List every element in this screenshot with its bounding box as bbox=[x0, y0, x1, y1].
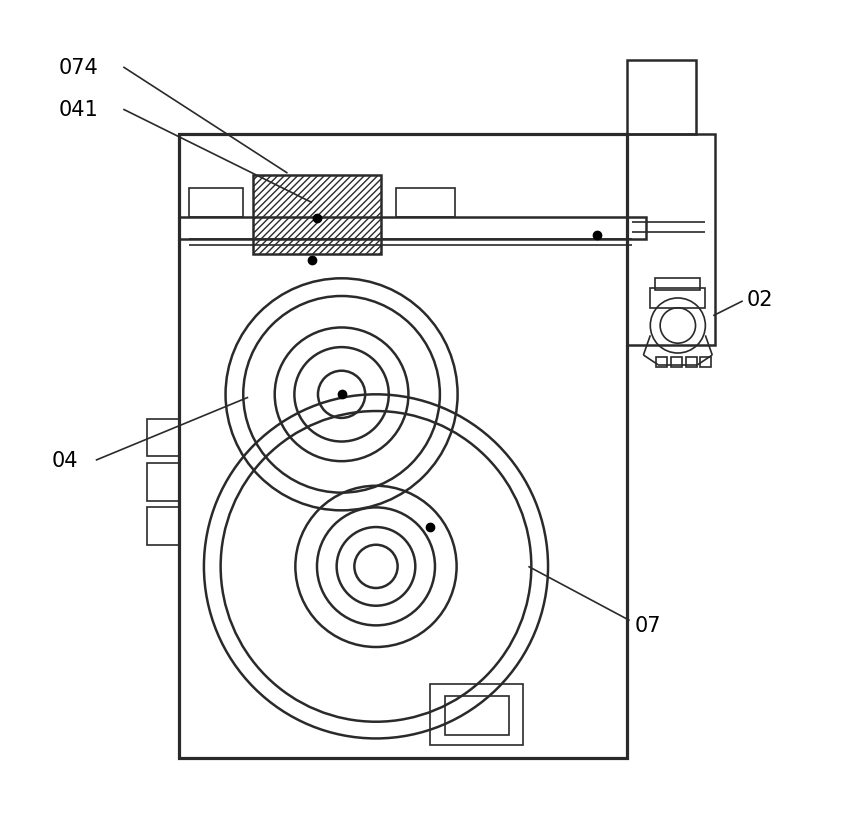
Bar bbox=[179, 218, 647, 240]
Bar bbox=[650, 289, 706, 308]
Bar bbox=[147, 419, 179, 457]
Bar bbox=[147, 464, 179, 501]
Bar bbox=[701, 357, 711, 367]
Bar bbox=[430, 685, 524, 745]
Text: 04: 04 bbox=[51, 451, 78, 471]
Bar bbox=[686, 357, 696, 367]
Bar bbox=[655, 279, 701, 291]
Text: 02: 02 bbox=[746, 289, 773, 309]
Text: 07: 07 bbox=[635, 615, 661, 636]
Bar bbox=[395, 189, 454, 218]
Bar bbox=[656, 357, 667, 367]
Bar bbox=[627, 135, 715, 346]
Bar bbox=[671, 357, 681, 367]
Bar bbox=[445, 696, 509, 735]
Bar bbox=[189, 189, 244, 218]
Bar bbox=[147, 508, 179, 545]
Text: 074: 074 bbox=[58, 58, 98, 78]
Bar bbox=[179, 135, 627, 758]
Bar bbox=[253, 176, 381, 255]
Bar bbox=[627, 61, 695, 135]
Text: 041: 041 bbox=[58, 100, 98, 120]
